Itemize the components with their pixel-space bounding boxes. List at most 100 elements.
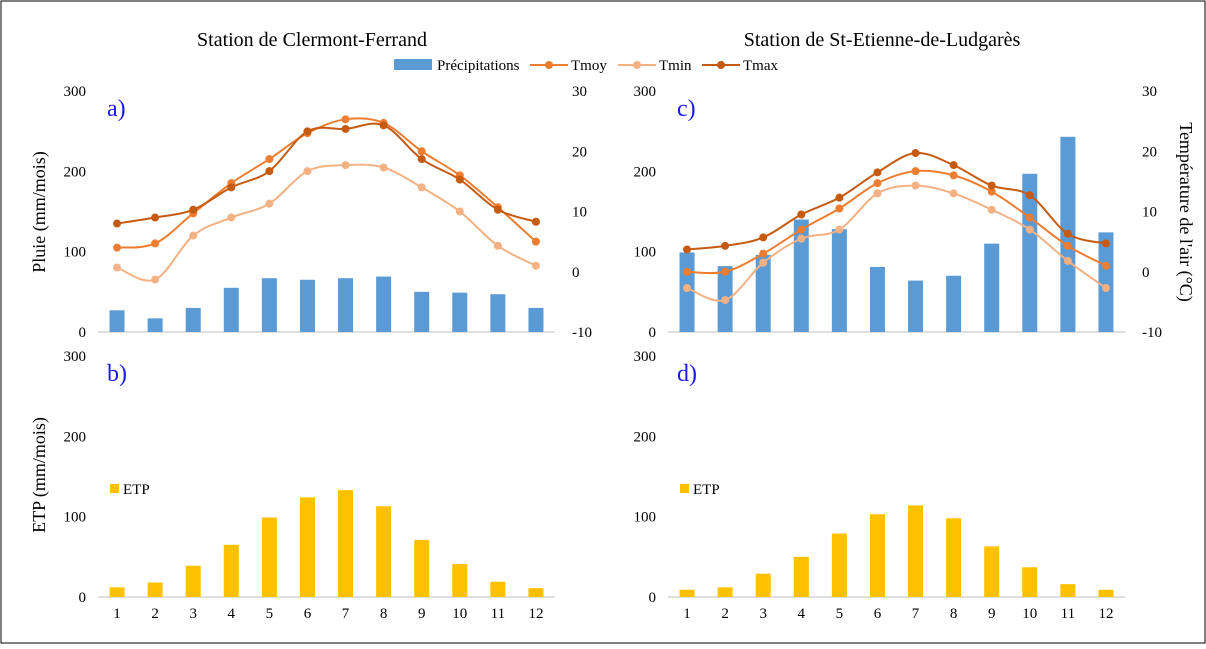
legend-tmoy-marker	[545, 61, 553, 69]
bar-a-10	[452, 292, 468, 332]
bar-c-1	[679, 252, 695, 332]
y-tick-label-b: 100	[64, 510, 87, 526]
point-tmax-a-3	[189, 205, 198, 214]
bar-b-10	[452, 564, 468, 597]
y-tick-label-b: 0	[79, 590, 87, 606]
y-tick-label-c: 100	[634, 245, 657, 261]
point-tmax-a-7	[341, 124, 350, 133]
bar-d-11	[1060, 584, 1076, 597]
y-tick-label-b: 300	[64, 349, 87, 365]
bar-d-10	[1022, 567, 1038, 597]
legend-tmoy-label: Tmoy	[571, 58, 607, 74]
point-tmax-c-3	[759, 233, 768, 242]
point-tmin-a-8	[379, 163, 388, 172]
y-tick-label-b: 200	[64, 429, 87, 445]
point-tmoy-c-7	[911, 167, 920, 176]
x-tick-label-b: 5	[266, 606, 274, 622]
bar-c-3	[755, 254, 771, 332]
legend-precip-swatch	[394, 59, 432, 70]
point-tmin-a-12	[531, 261, 540, 270]
point-tmin-c-12	[1101, 284, 1110, 293]
point-tmoy-c-11	[1063, 241, 1072, 250]
bar-d-6	[869, 514, 885, 597]
x-tick-label-d: 10	[1022, 606, 1037, 622]
bar-b-4	[223, 544, 239, 597]
point-tmax-c-5	[835, 193, 844, 202]
point-tmin-a-3	[189, 231, 198, 240]
point-tmoy-c-3	[759, 249, 768, 258]
panel-label-c: c)	[677, 96, 696, 122]
bar-a-12	[528, 307, 544, 332]
bar-b-11	[490, 581, 506, 597]
bar-a-8	[376, 276, 392, 332]
legend-tmin-marker	[633, 61, 641, 69]
bar-b-2	[147, 582, 163, 597]
point-tmax-c-2	[721, 241, 730, 250]
bar-b-5	[261, 517, 277, 597]
point-tmin-a-4	[227, 213, 236, 222]
point-tmax-a-1	[113, 219, 122, 228]
x-tick-label-d: 8	[950, 606, 958, 622]
point-tmin-a-2	[151, 275, 160, 284]
x-tick-label-d: 6	[874, 606, 882, 622]
point-tmax-a-8	[379, 121, 388, 130]
line-tmin-a	[116, 163, 537, 282]
x-tick-label-b: 4	[228, 606, 236, 622]
y-tick-label-a: 300	[64, 84, 87, 100]
y2-tick-label-a: -10	[572, 325, 592, 341]
point-tmin-c-10	[1025, 225, 1034, 234]
x-tick-label-b: 3	[189, 606, 197, 622]
bar-d-2	[717, 587, 733, 597]
point-tmin-a-6	[303, 167, 312, 176]
point-tmoy-c-6	[873, 179, 882, 188]
point-tmin-a-11	[493, 241, 502, 250]
point-tmin-a-5	[265, 199, 274, 208]
x-tick-label-d: 9	[988, 606, 996, 622]
y2-tick-label-a: 20	[572, 144, 587, 160]
bar-c-9	[984, 243, 1000, 332]
x-tick-label-b: 12	[528, 606, 543, 622]
y2-tick-label-c: 0	[1142, 265, 1150, 281]
y-tick-label-d: 200	[634, 429, 657, 445]
bar-d-1	[679, 589, 695, 597]
point-tmoy-c-8	[949, 171, 958, 180]
bar-b-6	[299, 497, 315, 597]
bar-c-8	[946, 275, 962, 332]
point-tmax-a-2	[151, 213, 160, 222]
legend-etp-label-d: ETP	[693, 482, 720, 498]
bar-b-7	[338, 490, 354, 597]
point-tmax-c-11	[1063, 229, 1072, 238]
bar-b-12	[528, 588, 544, 597]
x-tick-label-b: 6	[304, 606, 312, 622]
bar-a-9	[414, 291, 430, 332]
bar-a-6	[299, 279, 315, 332]
bar-b-8	[376, 506, 392, 597]
point-tmoy-c-9	[987, 187, 996, 196]
point-tmoy-c-4	[797, 225, 806, 234]
point-tmin-c-1	[683, 284, 692, 293]
ylabel-rain: Pluie (mm/mois)	[29, 151, 50, 273]
point-tmin-c-8	[949, 189, 958, 198]
y2-tick-label-c: -10	[1142, 325, 1162, 341]
y-tick-label-a: 200	[64, 164, 87, 180]
point-tmax-a-12	[531, 217, 540, 226]
legend-precip-label: Précipitations	[437, 58, 520, 74]
point-tmax-c-4	[797, 210, 806, 219]
point-tmoy-a-1	[113, 243, 122, 252]
bar-d-5	[831, 533, 847, 597]
point-tmax-a-5	[265, 167, 274, 176]
legend-etp-swatch-b	[110, 484, 119, 493]
main-legend: Précipitations Tmoy Tmin Tmax	[394, 58, 778, 74]
legend-etp-label-b: ETP	[123, 482, 150, 498]
bar-a-3	[185, 307, 201, 332]
y-tick-label-a: 100	[64, 245, 87, 261]
bar-c-7	[908, 280, 924, 332]
bar-c-12	[1098, 232, 1114, 332]
title-st-etienne: Station de St-Etienne-de-Ludgarès	[744, 29, 1021, 51]
legend-tmax-label: Tmax	[743, 58, 778, 74]
bar-a-4	[223, 287, 239, 332]
x-tick-label-d: 12	[1098, 606, 1113, 622]
title-clermont: Station de Clermont-Ferrand	[197, 29, 427, 51]
bar-d-4	[793, 556, 809, 597]
point-tmin-a-1	[113, 263, 122, 272]
